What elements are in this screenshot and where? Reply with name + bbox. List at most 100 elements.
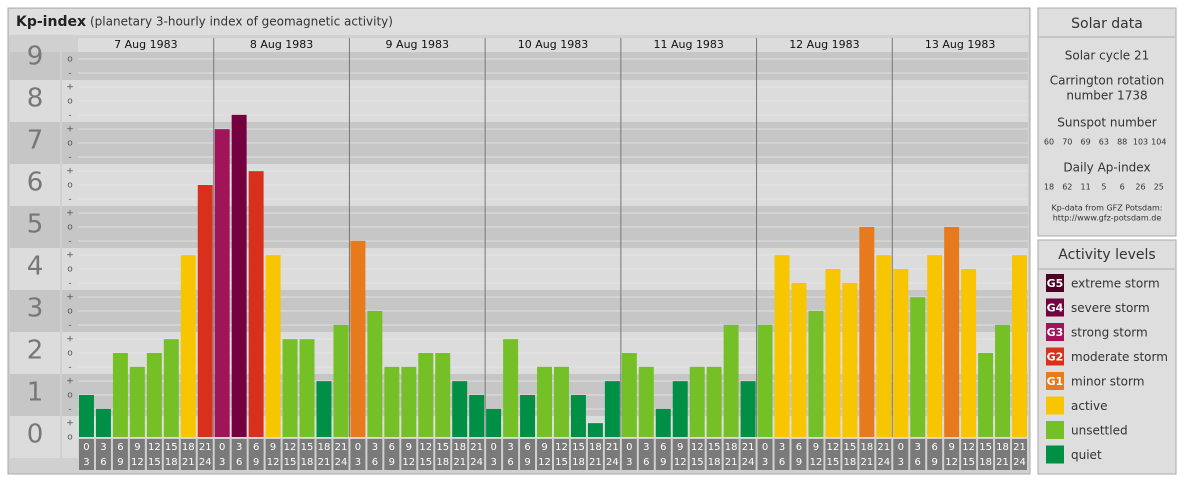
minor-tick-label: o bbox=[67, 307, 73, 317]
hour-label: 9 bbox=[253, 457, 259, 468]
hour-label: 12 bbox=[148, 442, 161, 453]
legend-code: G3 bbox=[1047, 326, 1064, 339]
ap-value: 6 bbox=[1120, 183, 1125, 192]
hour-label: 3 bbox=[507, 442, 513, 453]
minor-tick-label: - bbox=[68, 153, 71, 163]
hour-label: 24 bbox=[742, 457, 755, 468]
bar bbox=[316, 381, 332, 437]
hour-cell bbox=[367, 439, 383, 470]
hour-label: 9 bbox=[389, 457, 395, 468]
solar-panel bbox=[1037, 7, 1177, 237]
hour-label: 15 bbox=[555, 457, 568, 468]
date-label: 8 Aug 1983 bbox=[250, 38, 313, 51]
hour-label: 12 bbox=[402, 457, 415, 468]
date-header bbox=[78, 38, 1028, 52]
bar bbox=[927, 255, 943, 437]
date-label: 7 Aug 1983 bbox=[114, 38, 177, 51]
bar bbox=[893, 269, 909, 437]
hour-cell bbox=[791, 439, 807, 470]
y-tick-label: 3 bbox=[27, 294, 44, 324]
band bbox=[10, 374, 60, 416]
hour-label: 9 bbox=[134, 442, 140, 453]
hour-cell bbox=[503, 439, 519, 470]
y-tick-label: 2 bbox=[27, 336, 44, 366]
hour-label: 9 bbox=[524, 457, 530, 468]
hour-label: 12 bbox=[810, 457, 823, 468]
hour-cell bbox=[672, 439, 688, 470]
hour-label: 3 bbox=[779, 442, 785, 453]
bar bbox=[486, 408, 502, 437]
hour-label: 6 bbox=[117, 442, 123, 453]
hour-label: 3 bbox=[219, 457, 225, 468]
hour-cell bbox=[1012, 439, 1027, 470]
hour-label: 0 bbox=[762, 442, 768, 453]
minor-tick-label: o bbox=[67, 139, 73, 149]
bar bbox=[944, 227, 960, 437]
y-tick-label: 0 bbox=[27, 420, 44, 450]
hour-label: 18 bbox=[725, 442, 738, 453]
bar bbox=[808, 311, 824, 437]
bar bbox=[638, 366, 654, 437]
band bbox=[10, 164, 60, 206]
source: http://www.gfz-potsdam.de bbox=[1053, 214, 1162, 223]
hour-cell bbox=[876, 439, 892, 470]
bar bbox=[995, 324, 1011, 437]
legend-swatch bbox=[1046, 396, 1064, 415]
hour-label: 21 bbox=[606, 442, 619, 453]
legend-label: severe storm bbox=[1071, 301, 1150, 315]
legend-swatch bbox=[1046, 421, 1064, 439]
hour-label: 12 bbox=[691, 442, 704, 453]
hour-cell bbox=[689, 439, 705, 470]
bar bbox=[350, 240, 366, 437]
band bbox=[10, 290, 60, 332]
hour-label: 21 bbox=[470, 442, 483, 453]
y-tick-label: 6 bbox=[27, 168, 44, 198]
band bbox=[62, 164, 78, 206]
levels-title: Activity levels bbox=[1058, 247, 1155, 263]
minor-tick-label: o bbox=[67, 433, 73, 443]
hour-label: 6 bbox=[779, 457, 785, 468]
hour-label: 21 bbox=[877, 442, 890, 453]
sunspot-value: 60 bbox=[1044, 138, 1054, 147]
hour-label: 12 bbox=[131, 457, 144, 468]
bar bbox=[554, 366, 569, 437]
hour-cell bbox=[808, 439, 824, 470]
date-label: 13 Aug 1983 bbox=[925, 38, 995, 51]
hour-cell bbox=[927, 439, 943, 470]
hour-label: 3 bbox=[626, 457, 632, 468]
hour-label: 3 bbox=[355, 457, 361, 468]
hour-cell bbox=[757, 439, 773, 470]
band bbox=[62, 80, 78, 122]
hour-label: 6 bbox=[932, 442, 938, 453]
minor-tick-label: o bbox=[67, 223, 73, 233]
bar bbox=[672, 381, 688, 437]
hour-label: 3 bbox=[490, 457, 496, 468]
minor-tick-label: + bbox=[66, 83, 74, 93]
y-tick-label: 8 bbox=[27, 84, 44, 114]
hour-label: 3 bbox=[898, 457, 904, 468]
hour-label: 6 bbox=[372, 457, 378, 468]
hour-cell bbox=[537, 439, 552, 470]
bar bbox=[333, 324, 349, 437]
bar bbox=[910, 297, 926, 437]
legend-label: strong storm bbox=[1071, 326, 1148, 340]
hour-label: 6 bbox=[643, 457, 649, 468]
band bbox=[10, 122, 60, 164]
bar bbox=[791, 282, 807, 437]
hour-cell bbox=[129, 439, 145, 470]
hour-label: 18 bbox=[589, 442, 602, 453]
chart-title: Kp-index bbox=[16, 14, 86, 30]
bar bbox=[604, 381, 620, 437]
hour-label: 6 bbox=[100, 457, 106, 468]
hour-cell bbox=[384, 439, 400, 470]
hour-cell bbox=[520, 439, 536, 470]
minor-tick-label: o bbox=[67, 349, 73, 359]
ap-title: Daily Ap-index bbox=[1063, 161, 1150, 175]
band bbox=[10, 80, 60, 122]
minor-tick-label: - bbox=[68, 321, 71, 331]
legend-code: G4 bbox=[1047, 302, 1064, 315]
hour-cell bbox=[469, 439, 485, 470]
bar bbox=[689, 366, 705, 437]
hour-label: 15 bbox=[572, 442, 585, 453]
hour-label: 21 bbox=[725, 457, 738, 468]
